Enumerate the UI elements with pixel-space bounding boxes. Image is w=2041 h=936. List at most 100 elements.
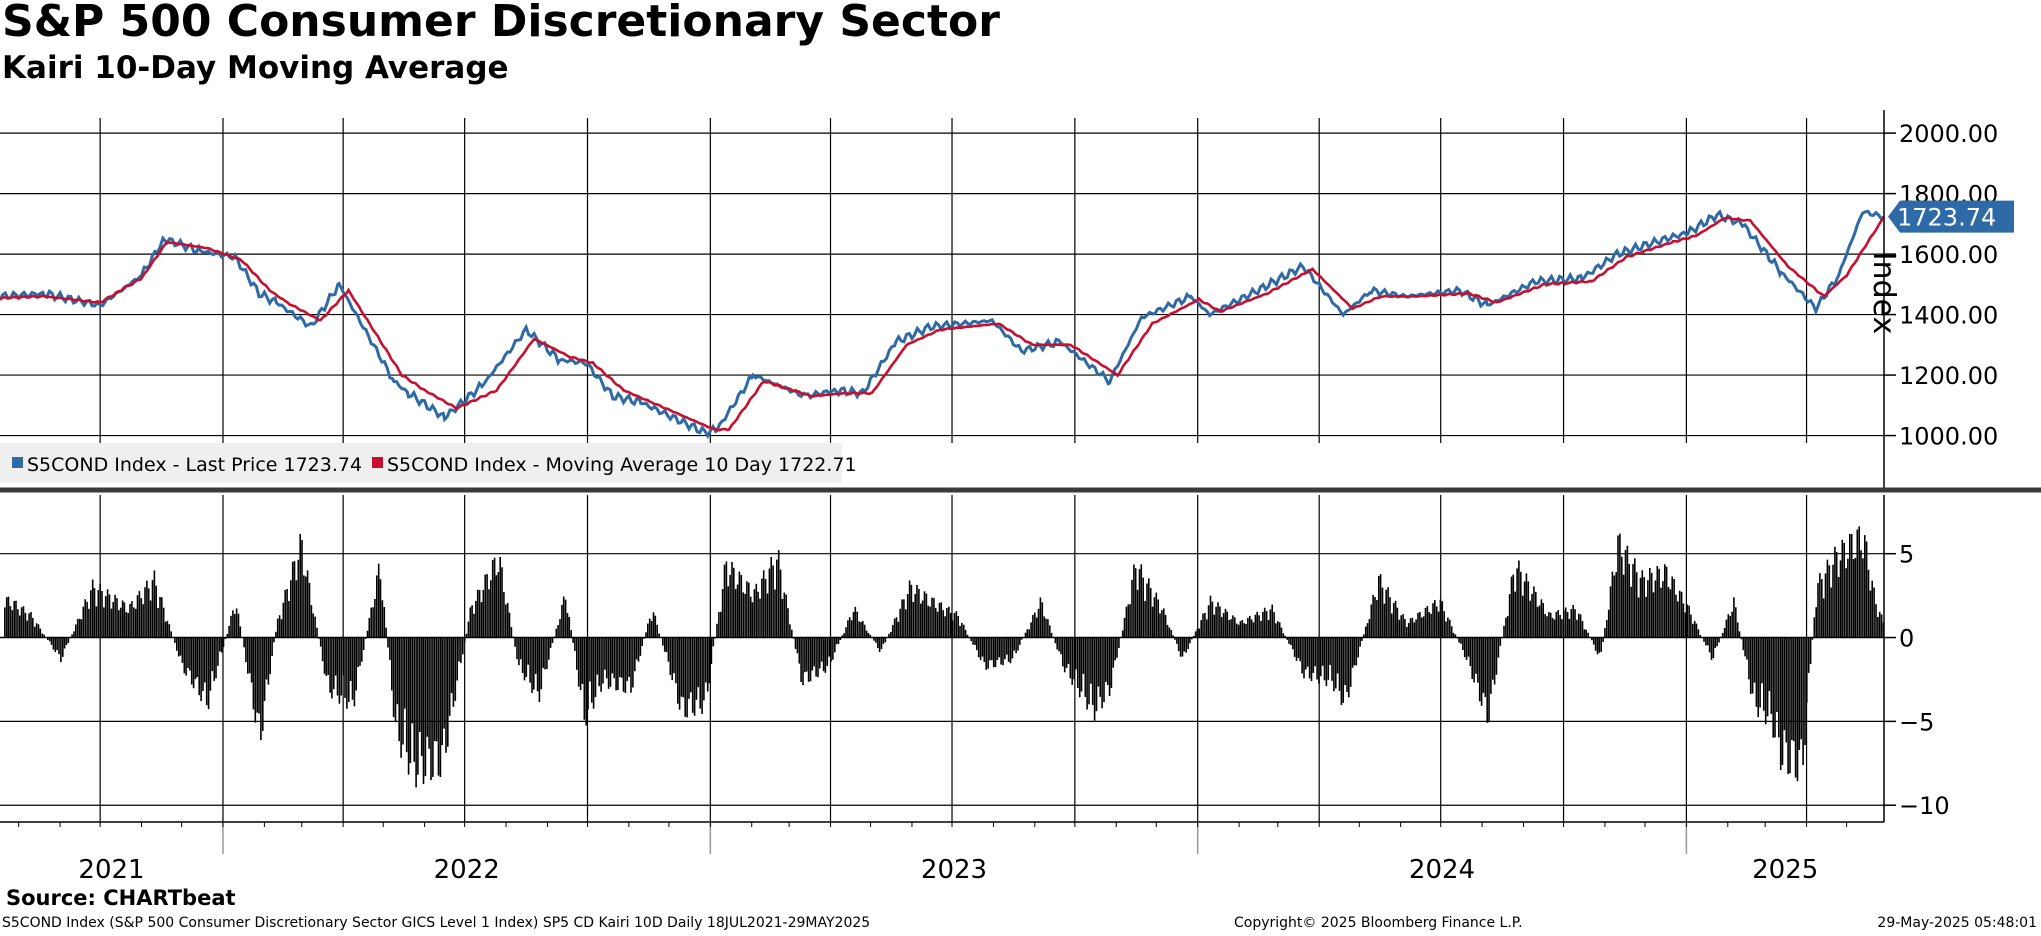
kairi-bar [1091, 637, 1094, 705]
kairi-bar [342, 637, 344, 676]
kairi-bar [463, 637, 466, 642]
kairi-bar [1480, 637, 1483, 706]
kairi-bar [1241, 620, 1244, 638]
kairi-bar [147, 588, 150, 638]
kairi-bar [331, 637, 333, 699]
kairi-bar [200, 637, 202, 702]
kairi-bar [67, 637, 70, 643]
kairi-bar [1794, 637, 1797, 778]
kairi-bar [901, 599, 903, 638]
kairi-bar [549, 637, 552, 648]
kairi-bar [869, 634, 872, 638]
kairi-bar [622, 637, 625, 692]
kairi-bar [1658, 568, 1660, 638]
kairi-bar [630, 637, 632, 693]
kairi-bar [1301, 637, 1303, 674]
kairi-bar [949, 612, 952, 638]
kairi-bar [1454, 634, 1457, 638]
kairi-bar [1503, 625, 1505, 638]
kairi-bar [1867, 569, 1870, 638]
kairi-bar [791, 629, 793, 638]
kairi-bar [1708, 637, 1711, 653]
kairi-bar [766, 593, 769, 638]
kairi-bar [564, 599, 567, 638]
kairi-bar [1632, 564, 1634, 638]
kairi-bar [787, 608, 789, 638]
kairi-bar [1131, 579, 1133, 638]
kairi-bar [32, 617, 34, 638]
kairi-bar [1321, 637, 1324, 666]
kairi-bar [572, 637, 574, 643]
kairi-bar [1379, 574, 1382, 638]
kairi-bar [1873, 587, 1875, 638]
kairi-bar [491, 560, 494, 638]
kairi-bar [609, 637, 612, 687]
kairi-bar [1574, 609, 1576, 638]
kairi-bar [1361, 637, 1363, 641]
kairi-bar [1740, 637, 1743, 640]
kairi-bar [1336, 637, 1339, 674]
kairi-bar [1549, 612, 1552, 638]
kairi-bar [1776, 637, 1778, 712]
kairi-bar [1134, 568, 1137, 638]
kairi-bar [202, 637, 204, 691]
kairi-bar [789, 624, 791, 638]
kairi-bar [1594, 637, 1597, 651]
kairi-bar [534, 637, 537, 674]
kairi-bar [903, 599, 905, 638]
kairi-bar [1493, 637, 1496, 685]
kairi-bar [1151, 606, 1154, 638]
kairi-bar [1204, 613, 1206, 638]
kairi-bar [987, 637, 989, 669]
kairi-bar [1815, 607, 1817, 638]
y-tick-label: 0 [1899, 625, 1914, 653]
kairi-bar [981, 637, 984, 657]
kairi-bar [905, 609, 907, 638]
kairi-bar [1006, 637, 1008, 655]
kairi-bar [1512, 574, 1515, 638]
kairi-bar [1456, 637, 1459, 639]
kairi-bar [927, 605, 929, 638]
kairi-bar [131, 601, 133, 638]
kairi-bar [1678, 590, 1681, 638]
kairi-bar [931, 597, 933, 638]
kairi-bar [1611, 571, 1614, 638]
kairi-bar [473, 613, 475, 638]
kairi-bar [1664, 564, 1666, 638]
kairi-bar [607, 637, 610, 689]
kairi-bar [1198, 628, 1201, 638]
kairi-bar [340, 637, 343, 696]
kairi-bar [1060, 637, 1062, 655]
kairi-bar [176, 637, 178, 651]
kairi-bar [1850, 534, 1853, 638]
kairi-bar [1370, 604, 1373, 638]
kairi-bar [1277, 621, 1279, 638]
kairi-bar [205, 637, 208, 706]
kairi-bar [920, 603, 922, 638]
kairi-bar [1656, 566, 1659, 638]
kairi-bar [209, 637, 212, 691]
kairi-bar [820, 637, 823, 662]
kairi-bar [1564, 607, 1567, 638]
kairi-bar [1189, 637, 1191, 644]
kairi-bar [198, 637, 200, 696]
kairi-bar [213, 637, 215, 681]
kairi-bar [265, 637, 268, 680]
kairi-bar [1763, 637, 1765, 711]
kairi-bar [1796, 637, 1799, 782]
kairi-bar [1368, 619, 1371, 638]
kairi-bar [1093, 637, 1096, 721]
last-value-badge-text: 1723.74 [1897, 204, 1996, 232]
kairi-bar [626, 637, 629, 681]
kairi-bar [1101, 637, 1103, 709]
kairi-bar [731, 562, 733, 638]
kairi-bar [1673, 578, 1675, 638]
kairi-bar [1202, 613, 1204, 638]
kairi-bar [1419, 612, 1421, 638]
kairi-bar [1802, 637, 1804, 765]
kairi-bar [366, 630, 369, 638]
kairi-bar [1439, 599, 1442, 638]
kairi-bar [125, 612, 128, 638]
kairi-bar [420, 637, 423, 756]
kairi-bar [1443, 611, 1445, 638]
